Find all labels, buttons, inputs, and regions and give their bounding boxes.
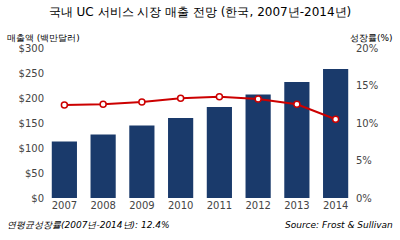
svg-text:5%: 5% — [356, 155, 372, 166]
svg-text:국내 UC 서비스 시장 매출 전망 (한국, 2007년-: 국내 UC 서비스 시장 매출 전망 (한국, 2007년-2014년) — [49, 5, 351, 19]
svg-text:2012: 2012 — [245, 200, 270, 211]
svg-text:0%: 0% — [356, 193, 372, 204]
svg-text:Source: Frost & Sullivan: Source: Frost & Sullivan — [285, 220, 393, 230]
svg-text:$200: $200 — [19, 93, 44, 104]
svg-text:2010: 2010 — [168, 200, 193, 211]
svg-text:15%: 15% — [356, 80, 378, 91]
svg-text:2007: 2007 — [52, 200, 77, 211]
svg-text:10%: 10% — [356, 118, 378, 129]
svg-text:성장률(%): 성장률(%) — [350, 33, 393, 43]
svg-text:20%: 20% — [356, 43, 378, 54]
svg-text:연평균성장률(2007년-2014년): 12.4%: 연평균성장률(2007년-2014년): 12.4% — [7, 220, 170, 230]
svg-text:2011: 2011 — [207, 200, 232, 211]
svg-text:$300: $300 — [19, 43, 44, 54]
svg-text:2008: 2008 — [90, 200, 115, 211]
svg-text:$250: $250 — [19, 68, 44, 79]
svg-text:매출액 (백만달러): 매출액 (백만달러) — [7, 33, 80, 43]
svg-text:$50: $50 — [25, 168, 44, 179]
svg-text:2014: 2014 — [323, 200, 348, 211]
svg-text:2009: 2009 — [129, 200, 154, 211]
svg-text:2013: 2013 — [284, 200, 309, 211]
svg-text:$100: $100 — [19, 143, 44, 154]
svg-text:$150: $150 — [19, 118, 44, 129]
svg-text:$0: $0 — [31, 193, 44, 204]
